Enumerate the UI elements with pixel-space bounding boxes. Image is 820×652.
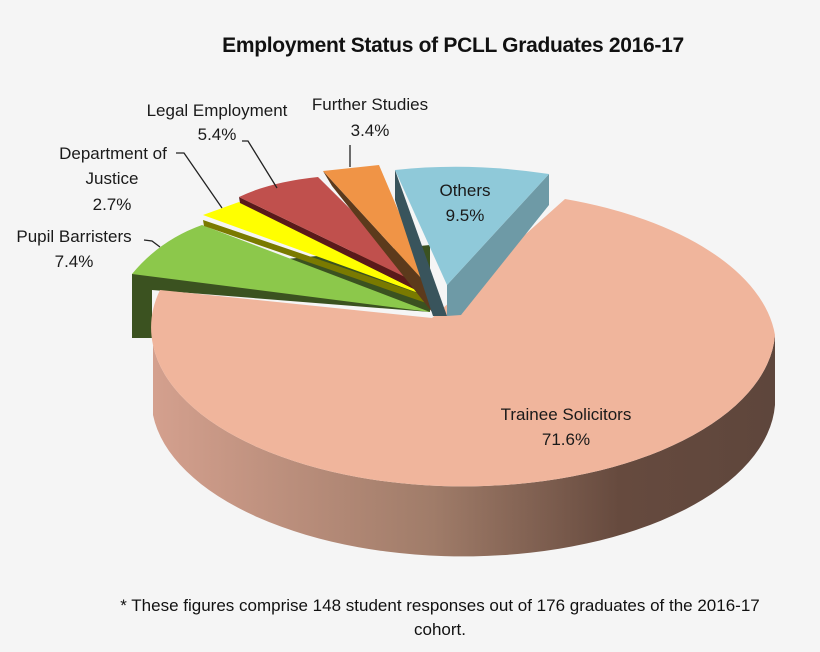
label-further-studies-pct: 3.4% [351,121,390,140]
footnote-line-1: * These figures comprise 148 student res… [120,596,760,615]
label-others-pct: 9.5% [446,206,485,225]
slice-trainee-solicitors[interactable] [151,199,776,487]
slice-department-of-justice-side [203,220,432,305]
label-doj-name-line1: Department of [59,144,167,163]
slice-legal-employment-side [239,197,432,298]
label-doj-name-line2: Justice [86,169,139,188]
footnote: * These figures comprise 148 student res… [60,594,820,642]
footnote-line-2: cohort. [414,620,466,639]
label-trainee-solicitors-pct: 71.6% [542,430,590,449]
label-pupil-barristers-pct: 7.4% [55,252,94,271]
slice-legal-employment[interactable] [239,177,432,290]
slice-others-side-left [395,170,447,316]
label-legal-employment-pct: 5.4% [198,125,237,144]
leader-line-legal-employment [242,140,278,189]
slice-others-side-right [447,174,549,316]
label-legal-employment-name: Legal Employment [147,101,288,120]
slice-pupil-barristers[interactable] [132,225,430,312]
slice-further-studies[interactable] [323,165,432,290]
label-further-studies-name: Further Studies [312,95,428,114]
chart-title: Employment Status of PCLL Graduates 2016… [222,34,684,57]
slice-others[interactable] [395,166,549,285]
slice-further-studies-side [323,171,432,312]
slice-trainee-solicitors-side [153,335,775,557]
label-trainee-solicitors-name: Trainee Solicitors [501,405,632,424]
slice-department-of-justice[interactable] [203,202,432,298]
leader-line-pupil-barristers [143,239,161,248]
leader-line-department-of-justice [176,152,223,209]
label-pupil-barristers-name: Pupil Barristers [16,227,131,246]
label-others-name: Others [439,181,490,200]
label-doj-pct: 2.7% [93,195,132,214]
